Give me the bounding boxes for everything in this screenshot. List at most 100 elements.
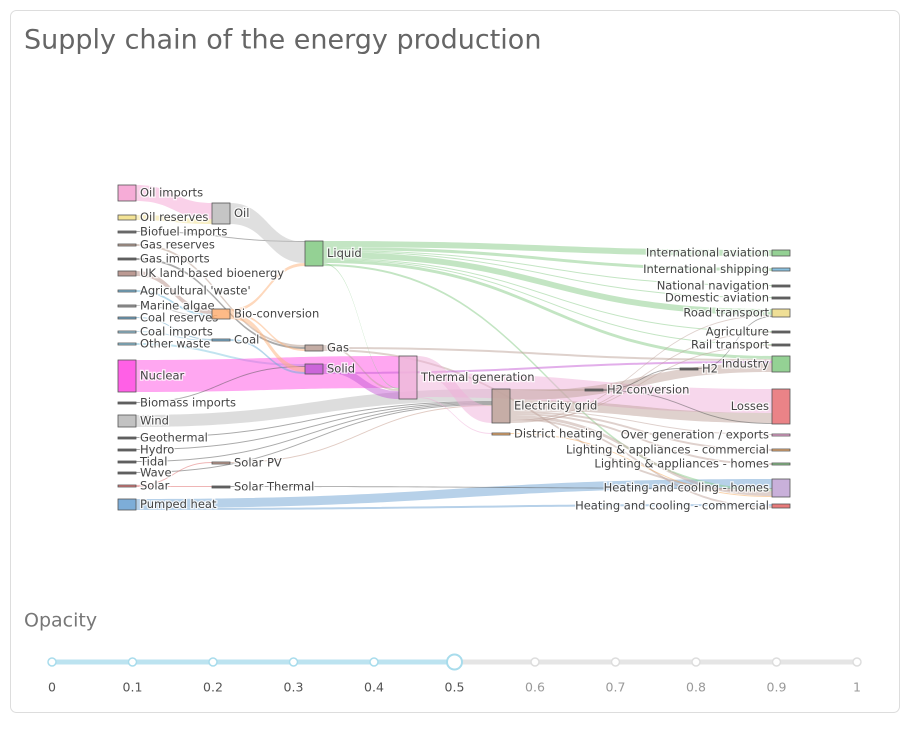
slider-tick-label[interactable]: 0.7 xyxy=(606,680,626,695)
slider[interactable]: 0 0.1 0.2 0.3 0.4 0.5 0.6 0.7 0.8 0.9 1 xyxy=(47,653,862,695)
node xyxy=(211,338,231,342)
slider-tick[interactable] xyxy=(852,657,862,667)
link xyxy=(510,415,772,496)
node xyxy=(117,184,137,202)
link xyxy=(136,479,772,508)
node-label: Other waste xyxy=(140,337,210,351)
slider-tick[interactable] xyxy=(47,657,57,667)
node xyxy=(117,414,137,428)
node xyxy=(304,344,324,352)
slider-tick-label[interactable]: 0.3 xyxy=(284,680,304,695)
link xyxy=(510,411,772,451)
node-label: International shipping xyxy=(643,262,769,276)
slider-tick[interactable] xyxy=(288,657,299,667)
slider-tick-label[interactable]: 0.1 xyxy=(123,680,143,695)
node-label: Rail transport xyxy=(691,338,769,352)
node xyxy=(491,388,511,424)
node xyxy=(117,498,137,511)
node xyxy=(211,485,231,489)
link xyxy=(510,410,772,435)
link xyxy=(230,203,305,263)
slider-tick[interactable] xyxy=(530,657,540,667)
link xyxy=(698,316,772,369)
node-label: Marine algae xyxy=(140,299,215,313)
node xyxy=(771,343,791,347)
node xyxy=(117,243,137,247)
node xyxy=(304,363,324,375)
node xyxy=(117,304,137,308)
node xyxy=(771,448,791,452)
node xyxy=(117,342,137,346)
slider-tick-label[interactable]: 0.2 xyxy=(203,680,223,695)
slider-tick-label[interactable]: 0.9 xyxy=(767,680,787,695)
node xyxy=(679,367,699,371)
link xyxy=(323,247,772,271)
link xyxy=(136,244,305,347)
node xyxy=(771,308,791,318)
node-label: Heating and cooling - homes xyxy=(604,481,769,495)
node-label: Losses xyxy=(731,399,769,413)
link xyxy=(136,305,212,317)
slider-tick-label[interactable]: 0.4 xyxy=(364,680,384,695)
link xyxy=(323,263,399,389)
node-label: Solar PV xyxy=(234,456,282,470)
slider-tick-label[interactable]: 0.6 xyxy=(525,680,545,695)
node xyxy=(771,478,791,498)
link xyxy=(323,241,772,256)
link xyxy=(136,504,772,510)
node-label: Solar Thermal xyxy=(234,480,314,494)
slider-label: Opacity xyxy=(24,610,97,632)
node-label: Hydro xyxy=(140,443,174,457)
link xyxy=(230,312,305,351)
link xyxy=(136,486,212,487)
node xyxy=(117,436,137,440)
link xyxy=(136,331,212,341)
node-label: Tidal xyxy=(139,455,167,469)
node xyxy=(211,461,231,465)
node-label: UK land based bioenergy xyxy=(140,266,284,280)
slider-tick-label[interactable]: 0 xyxy=(48,680,56,695)
slider-tick-label[interactable]: 1 xyxy=(853,680,861,695)
slider-tick[interactable] xyxy=(208,657,218,667)
node xyxy=(117,471,137,475)
slider-tick-label[interactable]: 0.5 xyxy=(445,680,465,695)
node-label: Agricultural 'waste' xyxy=(140,284,251,298)
link xyxy=(136,215,212,224)
slider-tick[interactable] xyxy=(691,657,701,667)
node xyxy=(771,503,791,509)
slider-tick[interactable] xyxy=(127,657,138,667)
link xyxy=(136,343,305,366)
node-label: Pumped heat xyxy=(140,497,217,511)
node xyxy=(117,289,137,293)
link xyxy=(323,251,772,298)
node xyxy=(304,240,324,267)
node-label: Nuclear xyxy=(140,369,185,383)
slider-tick[interactable] xyxy=(610,657,621,667)
node-label: Geothermal xyxy=(140,431,208,445)
link xyxy=(230,263,305,312)
link xyxy=(230,314,305,372)
link xyxy=(417,397,492,434)
node xyxy=(771,249,791,257)
node xyxy=(117,448,137,452)
node-label: Oil imports xyxy=(140,186,203,200)
node-label: Liquid xyxy=(327,246,362,260)
slider-handle[interactable] xyxy=(446,653,463,671)
node xyxy=(117,316,137,320)
node xyxy=(117,359,137,393)
node-label: District heating xyxy=(514,427,603,441)
slider-tick[interactable] xyxy=(369,657,379,667)
node xyxy=(117,270,137,277)
node-label: Domestic aviation xyxy=(665,291,769,305)
node xyxy=(771,433,791,437)
slider-tick-label[interactable]: 0.8 xyxy=(686,680,706,695)
chart-title: Supply chain of the energy production xyxy=(24,25,541,56)
node xyxy=(117,401,137,405)
link xyxy=(230,339,305,374)
link xyxy=(510,400,772,423)
node xyxy=(117,330,137,334)
slider-tick[interactable] xyxy=(771,657,782,667)
node-label: Heating and cooling - commercial xyxy=(575,499,769,513)
node xyxy=(117,214,137,221)
link xyxy=(136,271,212,314)
